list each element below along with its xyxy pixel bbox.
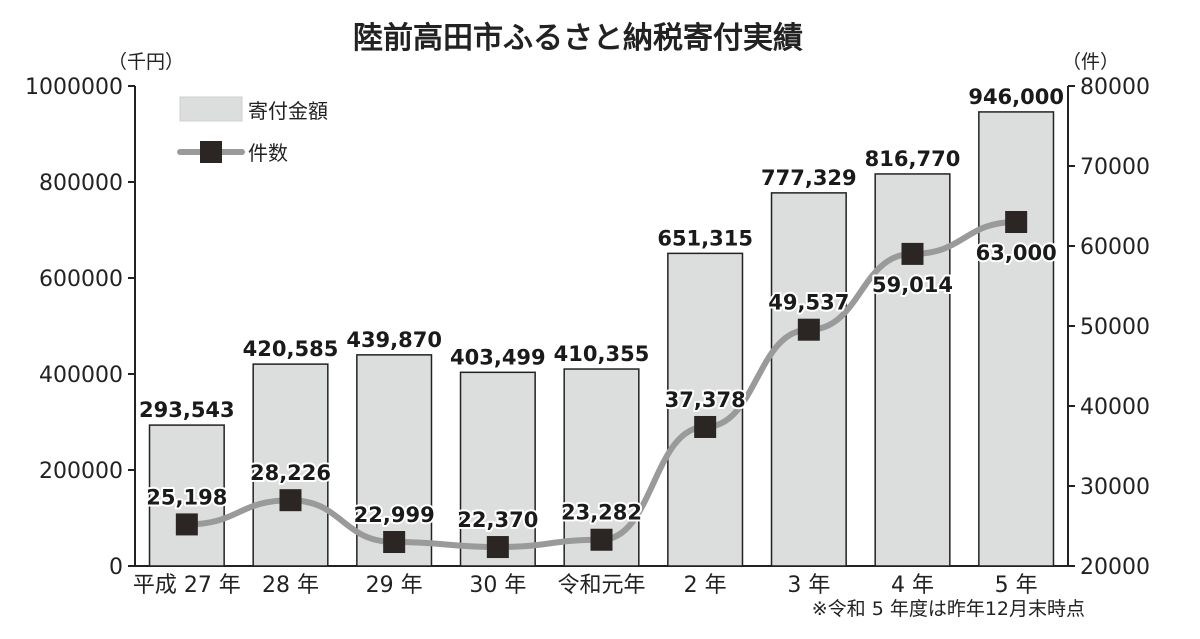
left-tick-label: 400000 bbox=[39, 363, 123, 388]
left-tick-label: 600000 bbox=[39, 267, 123, 292]
count-marker bbox=[279, 489, 302, 512]
bar-value-label: 420,585 bbox=[243, 337, 339, 361]
x-tick-label: 29 年 bbox=[366, 573, 423, 598]
legend-bar-label: 寄付金額 bbox=[248, 99, 328, 123]
bar-value-label: 439,870 bbox=[346, 328, 442, 352]
count-marker bbox=[383, 531, 406, 554]
count-marker bbox=[797, 318, 820, 341]
count-value-label: 37,378 bbox=[665, 388, 746, 412]
legend-line-label: 件数 bbox=[248, 141, 288, 165]
right-tick-label: 20000 bbox=[1080, 555, 1150, 580]
count-value-label: 25,198 bbox=[146, 485, 227, 509]
left-axis-unit: （千円） bbox=[108, 51, 184, 73]
count-value-label: 63,000 bbox=[976, 241, 1057, 265]
bar-value-label: 403,499 bbox=[450, 345, 546, 369]
bar-value-label: 293,543 bbox=[139, 398, 235, 422]
bar-value-label: 946,000 bbox=[968, 85, 1064, 109]
left-tick-label: 1000000 bbox=[25, 75, 123, 100]
bar bbox=[148, 424, 225, 567]
count-value-label: 23,282 bbox=[561, 501, 642, 525]
count-marker bbox=[901, 242, 924, 265]
count-marker bbox=[694, 415, 717, 438]
count-series-line bbox=[183, 219, 1020, 551]
count-value-label: 49,537 bbox=[768, 291, 849, 315]
count-marker bbox=[486, 536, 509, 559]
bar bbox=[770, 192, 847, 567]
chart-title: 陸前高田市ふるさと納税寄付実績 bbox=[353, 21, 803, 56]
bar-value-label: 651,315 bbox=[657, 226, 753, 250]
x-tick-label: 令和元年 bbox=[557, 573, 645, 598]
count-value-label: 22,999 bbox=[354, 503, 435, 527]
right-tick-label: 60000 bbox=[1080, 235, 1150, 260]
x-tick-label: 3 年 bbox=[787, 573, 830, 598]
bar bbox=[978, 111, 1055, 567]
bar bbox=[356, 354, 433, 567]
bar bbox=[252, 363, 329, 567]
left-tick-label: 800000 bbox=[39, 171, 123, 196]
x-tick-label: 2 年 bbox=[684, 573, 727, 598]
bar-value-label: 410,355 bbox=[554, 342, 650, 366]
right-axis-unit: （件） bbox=[1062, 51, 1119, 73]
x-tick-label: 平成 27 年 bbox=[133, 573, 241, 598]
bar bbox=[874, 173, 951, 567]
right-tick-label: 70000 bbox=[1080, 155, 1150, 180]
x-tick-label: 30 年 bbox=[469, 573, 526, 598]
footnote: ※令和 5 年度は昨年12月末時点 bbox=[812, 598, 1085, 620]
count-marker bbox=[175, 513, 198, 536]
x-tick-label: 5 年 bbox=[995, 573, 1038, 598]
bar-value-label: 777,329 bbox=[761, 166, 857, 190]
left-tick-label: 0 bbox=[109, 555, 123, 580]
bar bbox=[459, 371, 536, 567]
right-tick-label: 40000 bbox=[1080, 395, 1150, 420]
legend: 寄付金額 件数 bbox=[177, 96, 328, 165]
count-value-label: 28,226 bbox=[250, 461, 331, 485]
legend-marker-icon bbox=[200, 141, 222, 163]
count-value-label: 22,370 bbox=[457, 508, 538, 532]
count-marker bbox=[590, 528, 613, 551]
right-tick-label: 30000 bbox=[1080, 475, 1150, 500]
x-tick-label: 28 年 bbox=[262, 573, 319, 598]
right-tick-label: 50000 bbox=[1080, 315, 1150, 340]
x-tick-label: 4 年 bbox=[891, 573, 934, 598]
left-tick-label: 200000 bbox=[39, 459, 123, 484]
plot-area: 0 200000 400000 600000 800000 1000000 20000 300… bbox=[25, 75, 1150, 598]
legend-bar-swatch bbox=[179, 96, 243, 122]
count-marker bbox=[1005, 211, 1028, 233]
count-value-label: 59,014 bbox=[872, 273, 953, 297]
bar bbox=[667, 252, 744, 567]
bar-value-label: 816,770 bbox=[865, 147, 961, 171]
right-tick-label: 80000 bbox=[1080, 75, 1150, 100]
